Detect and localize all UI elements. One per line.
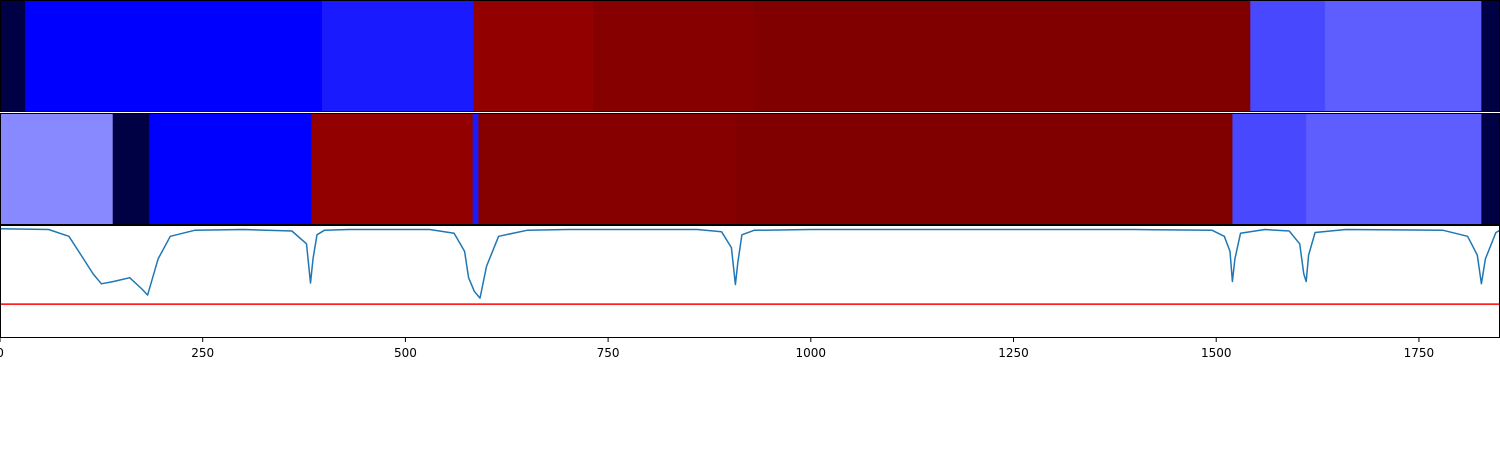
segment-1-0 [0,0,26,112]
segment-1-7 [1324,0,1482,112]
x-tick-label: 250 [191,346,214,360]
segment-2-4 [472,113,479,225]
segment-1-5 [754,0,1251,112]
series-line-0 [0,228,1500,299]
segment-1-6 [1250,0,1326,112]
segment-1-2 [321,0,475,112]
x-tick-label: 500 [394,346,417,360]
x-tick-label: 1250 [998,346,1029,360]
segment-2-7 [1232,113,1307,225]
segment-2-8 [1306,113,1482,225]
segment-strip-1 [0,0,1500,112]
segment-2-3 [311,113,474,225]
segment-strip-2 [0,113,1500,225]
line-plot [0,228,1500,305]
x-tick-label: 750 [597,346,620,360]
x-tick-label: 1750 [1404,346,1435,360]
segment-2-5 [478,113,736,225]
segment-1-1 [25,0,323,112]
x-axis-ticks: 0 250 500 750 1000 1250 1500 1750 [0,338,1434,360]
segment-1-3 [473,0,595,112]
x-tick-label: 1000 [796,346,827,360]
segment-2-1 [112,113,150,225]
x-tick-label: 1500 [1201,346,1232,360]
segment-1-8 [1481,0,1500,112]
segment-2-2 [149,113,312,225]
axes-frame-3 [0,225,1500,338]
segment-2-6 [735,113,1233,225]
segment-2-0 [0,113,114,225]
segment-2-9 [1481,113,1500,225]
segment-1-4 [593,0,755,112]
x-tick-label: 0 [0,346,4,360]
